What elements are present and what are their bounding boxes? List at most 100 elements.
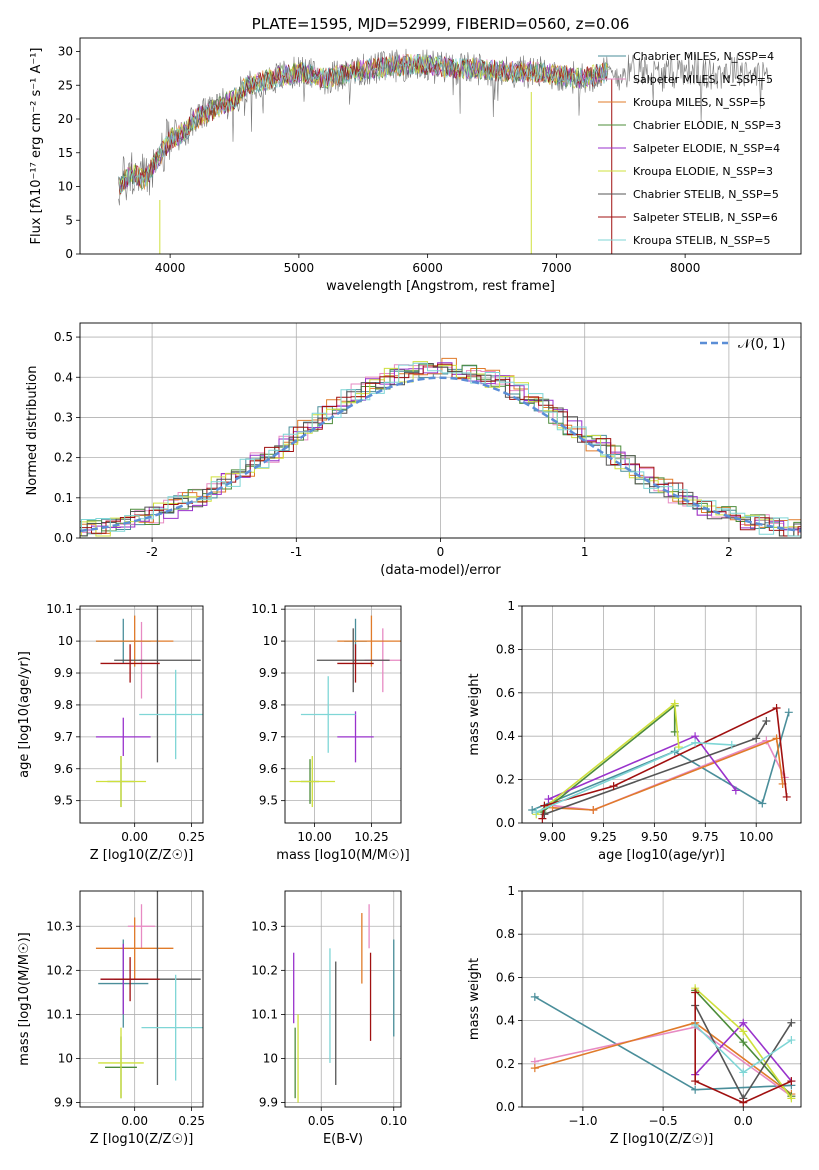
x-tick-label: 0.00 bbox=[121, 1114, 148, 1128]
y-tick-label: 0.5 bbox=[54, 330, 73, 344]
plot-area bbox=[530, 984, 796, 1107]
plot-area bbox=[289, 615, 401, 808]
x-axis-label: Z [log10(Z/Z☉)] bbox=[90, 1132, 194, 1147]
legend-entry: Salpeter ELODIE, N_SSP=4 bbox=[633, 142, 780, 155]
x-tick-label: −1.0 bbox=[568, 1114, 597, 1128]
y-axis-label: mass weight bbox=[467, 673, 482, 755]
x-tick-label: 10.25 bbox=[354, 830, 388, 844]
axes-frame bbox=[79, 890, 204, 1108]
x-axis-label: mass [log10(M/M☉)] bbox=[276, 848, 409, 863]
x-tick-label: 0.25 bbox=[178, 830, 205, 844]
mass-weight-line bbox=[531, 712, 790, 811]
mass-weight-marker bbox=[544, 795, 553, 804]
axes-frame bbox=[79, 37, 802, 255]
x-tick-label: 2 bbox=[725, 545, 733, 559]
y-tick-label: 10.1 bbox=[46, 602, 73, 616]
spectrum-title: PLATE=1595, MJD=52999, FIBERID=0560, z=0… bbox=[252, 15, 630, 33]
mass-weight-marker bbox=[727, 740, 736, 749]
y-tick-label: 20 bbox=[58, 112, 73, 126]
mass-weight-line bbox=[535, 741, 732, 813]
mass-weight-marker bbox=[589, 805, 598, 814]
mass-weight-marker bbox=[739, 1068, 748, 1077]
y-tick-label: 10 bbox=[58, 1052, 73, 1066]
mass-weight-marker bbox=[691, 738, 700, 747]
residual-histogram bbox=[80, 362, 801, 537]
plot-area bbox=[95, 891, 203, 1099]
y-tick-label: 30 bbox=[58, 45, 73, 59]
mass-weight-marker bbox=[691, 1085, 700, 1094]
y-tick-label: 1 bbox=[507, 599, 515, 613]
axes-frame bbox=[79, 605, 204, 824]
legend-entry: Kroupa MILES, N_SSP=5 bbox=[633, 96, 766, 109]
mass-weight-marker bbox=[739, 1038, 748, 1047]
x-tick-label: 10.00 bbox=[297, 830, 331, 844]
y-tick-label: 9.9 bbox=[259, 1096, 278, 1110]
mass-weight-line bbox=[552, 737, 784, 811]
mass-weight-line bbox=[544, 720, 768, 816]
y-tick-label: 9.8 bbox=[259, 698, 278, 712]
x-axis-label: age [log10(age/yr)] bbox=[598, 848, 725, 863]
x-tick-label: 9.75 bbox=[692, 830, 719, 844]
plot-area bbox=[293, 904, 395, 1103]
mass-weight-marker bbox=[787, 1018, 796, 1027]
y-tick-label: 10 bbox=[263, 634, 278, 648]
legend-entry: Salpeter MILES, N_SSP=5 bbox=[633, 73, 773, 86]
mass-weight-marker bbox=[752, 734, 761, 743]
legend: Chabrier MILES, N_SSP=4 Salpeter MILES, N… bbox=[598, 50, 781, 247]
x-tick-label: 9.00 bbox=[539, 830, 566, 844]
y-axis-label: age [log10(age/yr)] bbox=[17, 651, 32, 778]
y-tick-label: 0.6 bbox=[496, 686, 515, 700]
y-tick-label: 1 bbox=[507, 884, 515, 898]
plot-area bbox=[528, 699, 793, 823]
x-axis-label: Z [log10(Z/Z☉)] bbox=[90, 848, 194, 863]
legend-entry: Chabrier ELODIE, N_SSP=3 bbox=[633, 119, 781, 132]
x-tick-label: −0.5 bbox=[649, 1114, 678, 1128]
y-tick-label: 10.2 bbox=[251, 963, 278, 977]
y-tick-label: 0.6 bbox=[496, 970, 515, 984]
mass-weight-marker bbox=[530, 1064, 539, 1073]
x-tick-label: 9.25 bbox=[590, 830, 617, 844]
mass-weight-marker bbox=[772, 734, 781, 743]
y-tick-label: 9.8 bbox=[54, 698, 73, 712]
y-tick-label: 10.1 bbox=[251, 602, 278, 616]
mass-weight-line bbox=[552, 739, 786, 811]
mass-weight-marker bbox=[739, 1027, 748, 1036]
mass-weight-marker bbox=[609, 782, 618, 791]
mass-weight-marker bbox=[787, 1094, 796, 1103]
x-tick-label: 5000 bbox=[284, 261, 315, 275]
y-tick-label: 10.1 bbox=[251, 1007, 278, 1021]
y-tick-label: 9.7 bbox=[259, 730, 278, 744]
mass-weight-marker bbox=[670, 699, 679, 708]
x-tick-label: 6000 bbox=[412, 261, 443, 275]
plot-area bbox=[118, 48, 769, 254]
legend-entry: Salpeter STELIB, N_SSP=6 bbox=[633, 211, 778, 224]
mass-weight-marker bbox=[758, 799, 767, 808]
mass-weight-marker bbox=[787, 1077, 796, 1086]
mass-weight-marker bbox=[739, 1018, 748, 1027]
x-tick-label: 4000 bbox=[155, 261, 186, 275]
mass-weight-line bbox=[694, 992, 792, 1104]
x-tick-label: 0.25 bbox=[178, 1114, 205, 1128]
x-tick-label: 7000 bbox=[541, 261, 572, 275]
residual-histogram-panel: -2 -1 0 1 2 0.0 0.1 0.2 0.3 0.4 0.5 (data-model)/er… bbox=[25, 322, 802, 578]
x-tick-label: -1 bbox=[290, 545, 302, 559]
x-tick-label: 0.10 bbox=[380, 1114, 407, 1128]
x-tick-label: 9.50 bbox=[641, 830, 668, 844]
x-tick-label: 0 bbox=[437, 545, 445, 559]
mass-weight-marker bbox=[691, 1020, 700, 1029]
model-spectrum-line bbox=[118, 54, 609, 194]
x-axis-label: E(B-V) bbox=[323, 1132, 363, 1147]
y-tick-label: 10.1 bbox=[46, 1007, 73, 1021]
x-tick-label: 0.05 bbox=[308, 1114, 335, 1128]
y-tick-label: 10.2 bbox=[46, 963, 73, 977]
residual-histogram bbox=[80, 361, 801, 537]
mass-vs-metallicity-panel: 0.00 0.25 9.9 10 10.1 10.2 10.3 Z [log10(Z/Z☉)]… bbox=[17, 890, 205, 1147]
mass-weight-vs-metallicity-panel: −1.0 −0.5 0.0 0.0 0.2 0.4 0.6 0.8 1 Z [log10(Z/Z☉… bbox=[467, 884, 802, 1147]
x-axis-label: Z [log10(Z/Z☉)] bbox=[610, 1132, 714, 1147]
y-tick-label: 0.1 bbox=[54, 491, 73, 505]
y-tick-label: 0 bbox=[65, 247, 73, 261]
y-tick-label: 10 bbox=[58, 634, 73, 648]
axes-frame bbox=[521, 890, 802, 1108]
y-axis-label: mass weight bbox=[467, 958, 482, 1040]
